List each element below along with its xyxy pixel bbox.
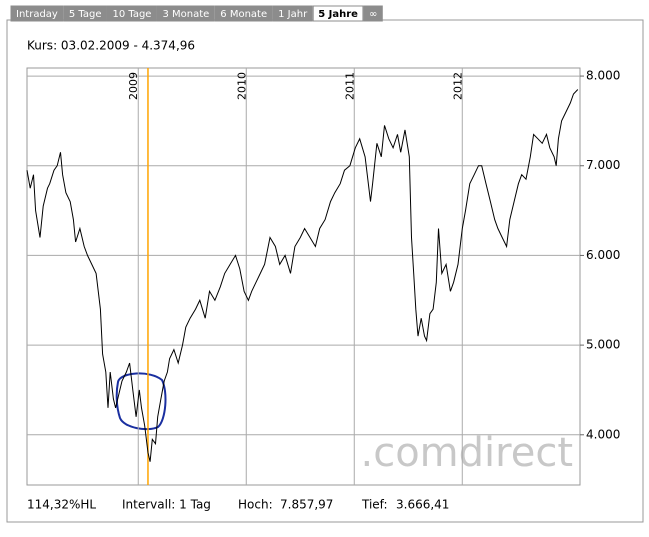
- panel: [6, 19, 644, 523]
- tab-label[interactable]: ∞: [369, 9, 377, 20]
- y-tick-label: 6.000: [586, 248, 620, 262]
- y-tick-label: 5.000: [586, 338, 620, 352]
- footer-hl: 114,32%HL: [27, 498, 96, 512]
- tab-background[interactable]: [106, 5, 157, 22]
- footer-hoch: 7.857,97: [280, 498, 333, 512]
- x-tick-label: 2011: [343, 72, 356, 100]
- y-tick-label: 4.000: [586, 427, 620, 441]
- x-tick-label: 2010: [235, 72, 248, 100]
- x-tick-label: 2009: [127, 72, 140, 100]
- tab[interactable]: 6 Monate: [214, 5, 273, 22]
- tab-label[interactable]: 3 Monate: [162, 9, 209, 20]
- tab[interactable]: 1 Jahr: [272, 5, 313, 22]
- tab[interactable]: 3 Monate: [156, 5, 215, 22]
- footer-hoch-label: Hoch:: [238, 498, 273, 512]
- tab[interactable]: 5 Jahre: [312, 5, 364, 22]
- tab-label[interactable]: 5 Jahre: [318, 9, 358, 20]
- tab[interactable]: Intraday: [10, 5, 64, 22]
- tab[interactable]: 10 Tage: [106, 5, 157, 22]
- tab[interactable]: 5 Tage: [63, 5, 107, 22]
- x-tick-label: 2012: [451, 72, 464, 100]
- tab-label[interactable]: 1 Jahr: [278, 9, 308, 20]
- tab-background[interactable]: [272, 5, 313, 22]
- tab-background[interactable]: [156, 5, 215, 22]
- watermark: .comdirect: [361, 430, 574, 476]
- tab-background[interactable]: [214, 5, 273, 22]
- y-tick-label: 8.000: [586, 69, 620, 83]
- tab[interactable]: ∞: [363, 5, 383, 22]
- kurs: Kurs: 03.02.2009 - 4.374,96: [27, 39, 195, 53]
- footer-tief-label: Tief:: [361, 498, 388, 512]
- footer-intervall: Intervall: 1 Tag: [122, 498, 211, 512]
- tab-background[interactable]: [63, 5, 107, 22]
- tab-label[interactable]: 10 Tage: [112, 9, 151, 20]
- tab-background[interactable]: [363, 5, 383, 22]
- footer-tief: 3.666,41: [396, 498, 449, 512]
- tab-label[interactable]: Intraday: [16, 9, 58, 20]
- plot-frame: [26, 67, 581, 486]
- tab-label[interactable]: 6 Monate: [220, 9, 267, 20]
- tab-background[interactable]: [10, 5, 64, 22]
- price-line: [26, 89, 579, 462]
- y-tick-label: 7.000: [586, 158, 620, 172]
- tab-label[interactable]: 5 Tage: [69, 9, 102, 20]
- tab-background[interactable]: [312, 5, 364, 22]
